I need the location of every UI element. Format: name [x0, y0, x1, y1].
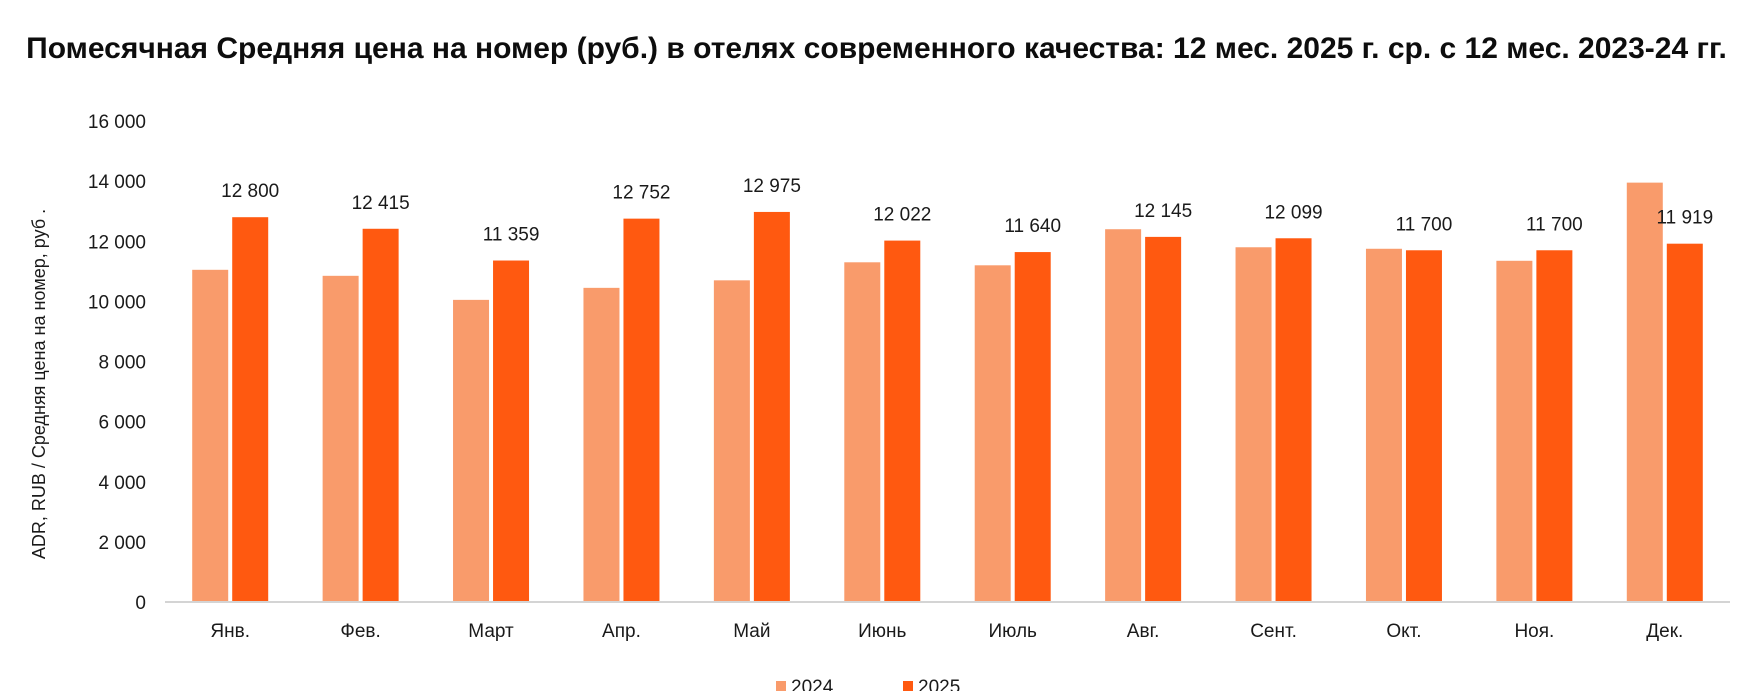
y-tick-label: 2 000	[98, 533, 146, 554]
data-label-2025: 11 700	[1526, 214, 1583, 235]
data-label-2025: 12 800	[221, 181, 279, 202]
bar-2025	[1666, 243, 1703, 602]
legend-swatch	[776, 681, 786, 691]
bar-2025	[1014, 252, 1051, 602]
data-label-2025: 12 975	[743, 176, 801, 197]
x-tick-label: Июль	[988, 621, 1037, 642]
y-axis-ticks: 0 2 000 4 000 6 000 8 000 10 000 12 000 14 000 1…	[88, 112, 146, 614]
bar-2024	[1496, 260, 1533, 602]
bar-2025	[1405, 250, 1442, 603]
x-tick-label: Янв.	[210, 621, 250, 642]
x-tick-label: Дек.	[1646, 621, 1683, 642]
x-tick-label: Сент.	[1250, 621, 1297, 642]
x-tick-label: Окт.	[1386, 621, 1421, 642]
x-tick-label: Авг.	[1127, 621, 1160, 642]
bar-2025	[493, 260, 530, 602]
bar-2024	[844, 262, 881, 602]
bar-2025	[753, 211, 790, 602]
data-label-2025: 12 022	[873, 205, 931, 226]
chart-title: Помесячная Средняя цена на номер (руб.) …	[26, 32, 1727, 65]
x-tick-label: Июнь	[858, 621, 906, 642]
bar-2024	[1626, 182, 1663, 603]
y-tick-label: 0	[135, 593, 146, 614]
bar-2025	[1145, 236, 1182, 602]
data-label-2025: 12 415	[352, 193, 410, 214]
x-tick-label: Фев.	[340, 621, 380, 642]
bar-2024	[192, 269, 229, 602]
legend-label: 2025	[918, 677, 960, 691]
data-label-2025: 12 099	[1264, 202, 1322, 223]
data-label-2025: 11 640	[1004, 216, 1061, 237]
bar-2024	[713, 280, 750, 602]
bar-2024	[1105, 229, 1142, 602]
x-tick-label: Март	[468, 621, 514, 642]
bar-2025	[1536, 250, 1573, 603]
data-label-2025: 11 919	[1656, 208, 1713, 229]
bar-2024	[1235, 247, 1272, 602]
bar-2024	[974, 265, 1011, 602]
x-tick-label: Ноя.	[1514, 621, 1554, 642]
data-label-2025: 12 752	[612, 183, 670, 204]
y-tick-label: 14 000	[88, 172, 146, 193]
y-tick-label: 6 000	[98, 413, 146, 434]
legend: 2024 2025	[776, 677, 960, 691]
legend-swatch	[903, 681, 913, 691]
bar-2025	[362, 228, 399, 603]
y-axis-label: ADR, RUB / Средняя цена на номер, руб .	[29, 209, 49, 559]
bars	[192, 182, 1703, 603]
y-tick-label: 8 000	[98, 353, 146, 374]
x-axis-ticks: Янв. Фев. Март Апр. Май Июнь Июль Авг. Сент. Окт.…	[210, 621, 1683, 642]
bar-2025	[232, 217, 269, 602]
bar-2024	[322, 275, 359, 602]
data-label-2025: 12 145	[1134, 201, 1192, 222]
legend-label: 2024	[791, 677, 834, 691]
y-tick-label: 10 000	[88, 292, 146, 313]
bar-2025	[884, 240, 921, 602]
y-tick-label: 16 000	[88, 112, 146, 133]
data-label-2025: 11 359	[483, 225, 540, 246]
x-tick-label: Май	[733, 621, 770, 642]
data-label-2025: 11 700	[1396, 214, 1453, 235]
bar-2025	[623, 218, 660, 602]
bar-2024	[453, 299, 490, 602]
bar-2024	[583, 287, 620, 602]
data-labels: 12 800 12 415 11 359 12 752 12 975 12 022 11 6…	[221, 176, 1713, 246]
x-tick-label: Апр.	[602, 621, 641, 642]
y-tick-label: 4 000	[98, 473, 146, 494]
bar-2025	[1275, 238, 1312, 603]
bar-2024	[1365, 248, 1402, 602]
y-tick-label: 12 000	[88, 232, 146, 253]
